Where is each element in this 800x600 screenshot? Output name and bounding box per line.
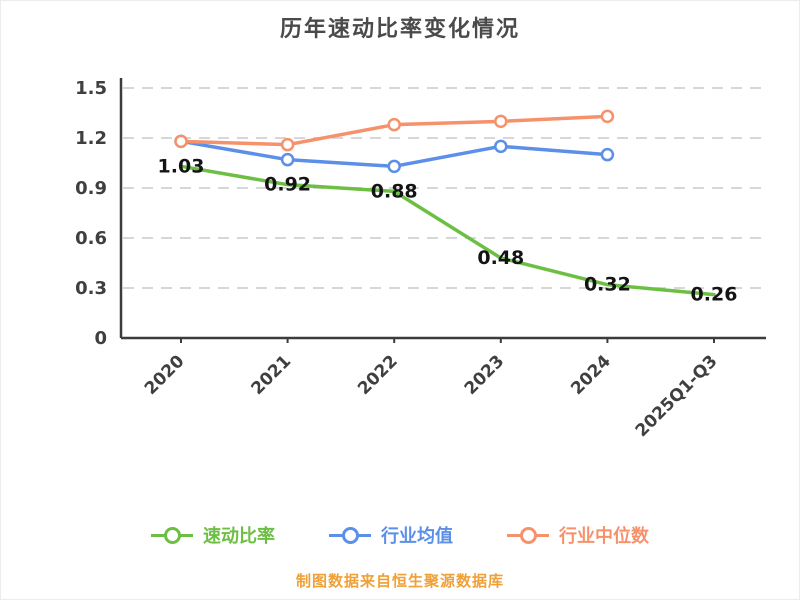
series-marker [387, 159, 401, 174]
series-marker [600, 109, 615, 124]
legend-marker-icon [151, 526, 193, 544]
series-marker [494, 114, 508, 129]
series-marker [280, 137, 295, 152]
x-tick-label: 2022 [354, 351, 402, 399]
data-label: 0.88 [371, 180, 418, 202]
series-marker [174, 134, 188, 149]
data-label: 0.26 [691, 284, 738, 306]
legend-marker-icon [507, 526, 549, 544]
data-label: 1.03 [158, 155, 205, 177]
y-tick-label: 0.3 [75, 278, 107, 299]
legend-item-industry-median: 行业中位数 [507, 522, 649, 548]
x-tick-label: 2025Q1-Q3 [632, 351, 722, 441]
y-tick-label: 0.9 [75, 178, 107, 199]
chart-title: 历年速动比率变化情况 [279, 17, 520, 42]
data-source-note: 制图数据来自恒生聚源数据库 [295, 572, 504, 590]
x-tick-label: 2024 [567, 351, 615, 399]
data-label: 0.32 [584, 274, 631, 296]
legend-label: 行业均值 [381, 526, 453, 547]
x-tick-label: 2021 [248, 351, 296, 399]
series-line [179, 164, 716, 297]
line-chart: 0 0.3 0.6 0.9 1.2 1.5 2020 2021 2022 2023 2024 2025… [75, 78, 766, 441]
data-label: 0.92 [264, 174, 311, 196]
legend-item-industry-average: 行业均值 [329, 522, 453, 548]
x-tick-label: 2023 [461, 351, 509, 399]
legend-marker-icon [329, 526, 371, 544]
data-label: 0.48 [477, 247, 524, 269]
series-marker [280, 152, 295, 167]
y-tick-label: 1.5 [75, 78, 107, 99]
y-tick-label: 1.2 [75, 128, 107, 149]
y-tick-label: 0.6 [75, 228, 107, 249]
series-marker [494, 139, 508, 154]
series-marker [600, 147, 615, 162]
legend-label: 速动比率 [203, 526, 275, 547]
legend-item-quick-ratio: 速动比率 [151, 522, 275, 548]
series-marker [387, 117, 401, 132]
y-tick-label: 0 [94, 328, 107, 349]
legend-label: 行业中位数 [559, 526, 649, 547]
chart-legend: 速动比率 行业均值 行业中位数 [1, 522, 799, 548]
x-tick-label: 2020 [141, 351, 189, 399]
